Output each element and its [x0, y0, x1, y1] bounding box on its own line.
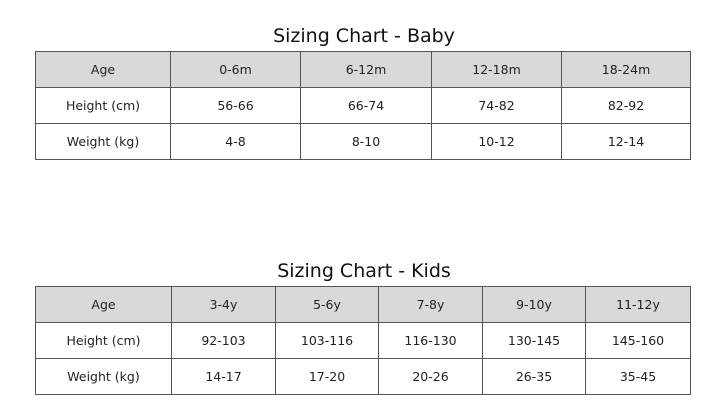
table-header-row: Age 0-6m 6-12m 12-18m 18-24m — [35, 51, 691, 88]
table-cell: 26-35 — [482, 358, 586, 395]
table-row: Height (cm) 92-103 103-116 116-130 130-145 14… — [35, 322, 691, 359]
table-cell: 18-24m — [561, 51, 691, 88]
row-label: Weight (kg) — [35, 358, 172, 395]
table-cell: 12-18m — [431, 51, 562, 88]
baby-chart-title: Sizing Chart - Baby — [273, 25, 455, 47]
table-cell: 74-82 — [431, 87, 562, 124]
table-cell: 4-8 — [170, 123, 301, 160]
table-cell: 116-130 — [378, 322, 483, 359]
kids-chart-title: Sizing Chart - Kids — [277, 260, 451, 282]
kids-sizing-table: Age 3-4y 5-6y 7-8y 9-10y 11-12y Height (cm) 92-… — [35, 286, 691, 395]
table-row: Height (cm) 56-66 66-74 74-82 82-92 — [35, 87, 691, 124]
row-label: Age — [35, 286, 172, 323]
table-cell: 3-4y — [171, 286, 276, 323]
table-cell: 5-6y — [275, 286, 379, 323]
row-label: Weight (kg) — [35, 123, 171, 160]
table-cell: 130-145 — [482, 322, 586, 359]
row-label: Height (cm) — [35, 87, 171, 124]
table-cell: 6-12m — [300, 51, 432, 88]
table-cell: 7-8y — [378, 286, 483, 323]
table-cell: 14-17 — [171, 358, 276, 395]
table-cell: 10-12 — [431, 123, 562, 160]
table-cell: 0-6m — [170, 51, 301, 88]
table-cell: 145-160 — [585, 322, 691, 359]
table-cell: 17-20 — [275, 358, 379, 395]
table-cell: 11-12y — [585, 286, 691, 323]
table-cell: 82-92 — [561, 87, 691, 124]
baby-sizing-table: Age 0-6m 6-12m 12-18m 18-24m Height (cm) 56-66… — [35, 51, 691, 160]
table-cell: 9-10y — [482, 286, 586, 323]
table-row: Weight (kg) 14-17 17-20 20-26 26-35 35-45 — [35, 358, 691, 395]
table-cell: 8-10 — [300, 123, 432, 160]
table-cell: 92-103 — [171, 322, 276, 359]
table-header-row: Age 3-4y 5-6y 7-8y 9-10y 11-12y — [35, 286, 691, 323]
row-label: Age — [35, 51, 171, 88]
table-cell: 66-74 — [300, 87, 432, 124]
table-cell: 56-66 — [170, 87, 301, 124]
table-cell: 35-45 — [585, 358, 691, 395]
table-cell: 12-14 — [561, 123, 691, 160]
row-label: Height (cm) — [35, 322, 172, 359]
table-row: Weight (kg) 4-8 8-10 10-12 12-14 — [35, 123, 691, 160]
table-cell: 103-116 — [275, 322, 379, 359]
table-cell: 20-26 — [378, 358, 483, 395]
